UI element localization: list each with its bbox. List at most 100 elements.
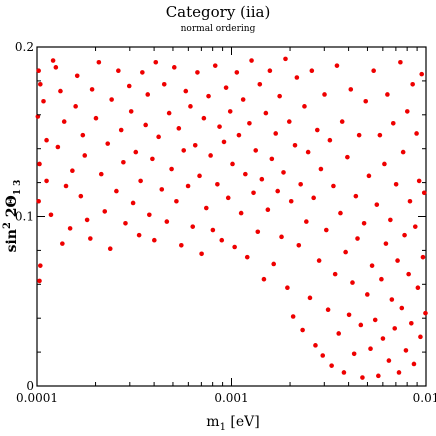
data-point [343,249,348,255]
data-point [174,198,179,204]
data-point [195,70,200,75]
data-point [63,183,69,189]
data-point [176,126,182,131]
data-point [305,149,311,155]
data-point [107,246,113,252]
data-point [118,127,124,133]
data-point [116,68,121,74]
y-tick-label: 0 [26,379,34,393]
data-point [372,317,378,323]
data-point [416,178,422,184]
data-point [188,104,193,109]
data-point [345,154,350,160]
data-point [263,110,269,116]
data-point [41,98,46,104]
data-point [332,271,338,277]
data-point [217,124,222,129]
data-point [414,131,419,136]
data-point [161,81,167,87]
data-point [366,173,372,179]
data-point [285,285,290,290]
data-point [73,104,78,109]
data-point [67,226,73,231]
data-point [376,373,381,379]
data-point [37,278,42,284]
data-point [227,109,233,114]
data-point [277,93,282,99]
data-point [244,254,250,260]
data-point [302,104,307,109]
data-point [208,153,213,158]
data-point [240,97,246,102]
data-point [105,141,111,146]
data-point [50,58,56,63]
data-point [126,83,132,89]
data-point [283,56,288,62]
data-point [243,171,248,177]
data-point [420,254,426,260]
data-point [88,236,93,241]
data-point [60,241,65,246]
data-point [223,85,229,90]
data-point [70,168,75,174]
data-point [294,75,300,80]
data-point [410,81,415,87]
data-point [338,210,343,216]
data-point [36,198,41,204]
data-point [296,243,302,248]
data-point [350,280,355,285]
data-point [365,292,370,297]
data-point [346,312,352,318]
data-point [406,271,411,277]
data-point [281,170,286,175]
data-point [341,370,347,375]
data-point [386,358,392,363]
data-point [249,58,254,63]
data-point [221,139,227,145]
data-point [390,120,396,126]
data-point [290,314,296,319]
data-point [251,190,256,196]
data-points [35,56,428,380]
data-point [363,98,369,104]
data-point [304,219,309,224]
data-point [368,346,373,352]
data-point [84,217,90,223]
data-point [93,115,99,121]
data-point [179,243,184,248]
data-point [309,68,315,74]
data-point [307,295,313,301]
data-point [109,97,114,102]
x-tick-label: 0.01 [413,391,436,405]
data-point [206,93,211,99]
data-point [383,241,389,246]
data-point [269,156,275,162]
data-point [128,109,134,114]
data-point [192,143,198,148]
data-point [348,87,354,92]
data-point [418,334,423,340]
data-point [325,307,331,313]
data-point [35,114,41,119]
data-point [279,234,284,240]
data-point [185,183,191,189]
data-point [371,68,376,74]
data-point [37,161,42,167]
data-point [145,92,151,97]
data-point [398,59,403,65]
data-point [389,297,395,302]
data-point [48,212,54,218]
data-point [292,143,298,148]
data-point [265,207,271,213]
data-point [133,149,139,155]
data-point [324,227,329,233]
y-axis-label-pre: sin [4,229,20,252]
data-point [236,132,242,138]
data-point [257,81,263,87]
data-point [403,348,409,353]
data-point [80,132,86,138]
data-point [322,92,327,97]
data-point [261,276,267,282]
data-point [267,68,273,74]
